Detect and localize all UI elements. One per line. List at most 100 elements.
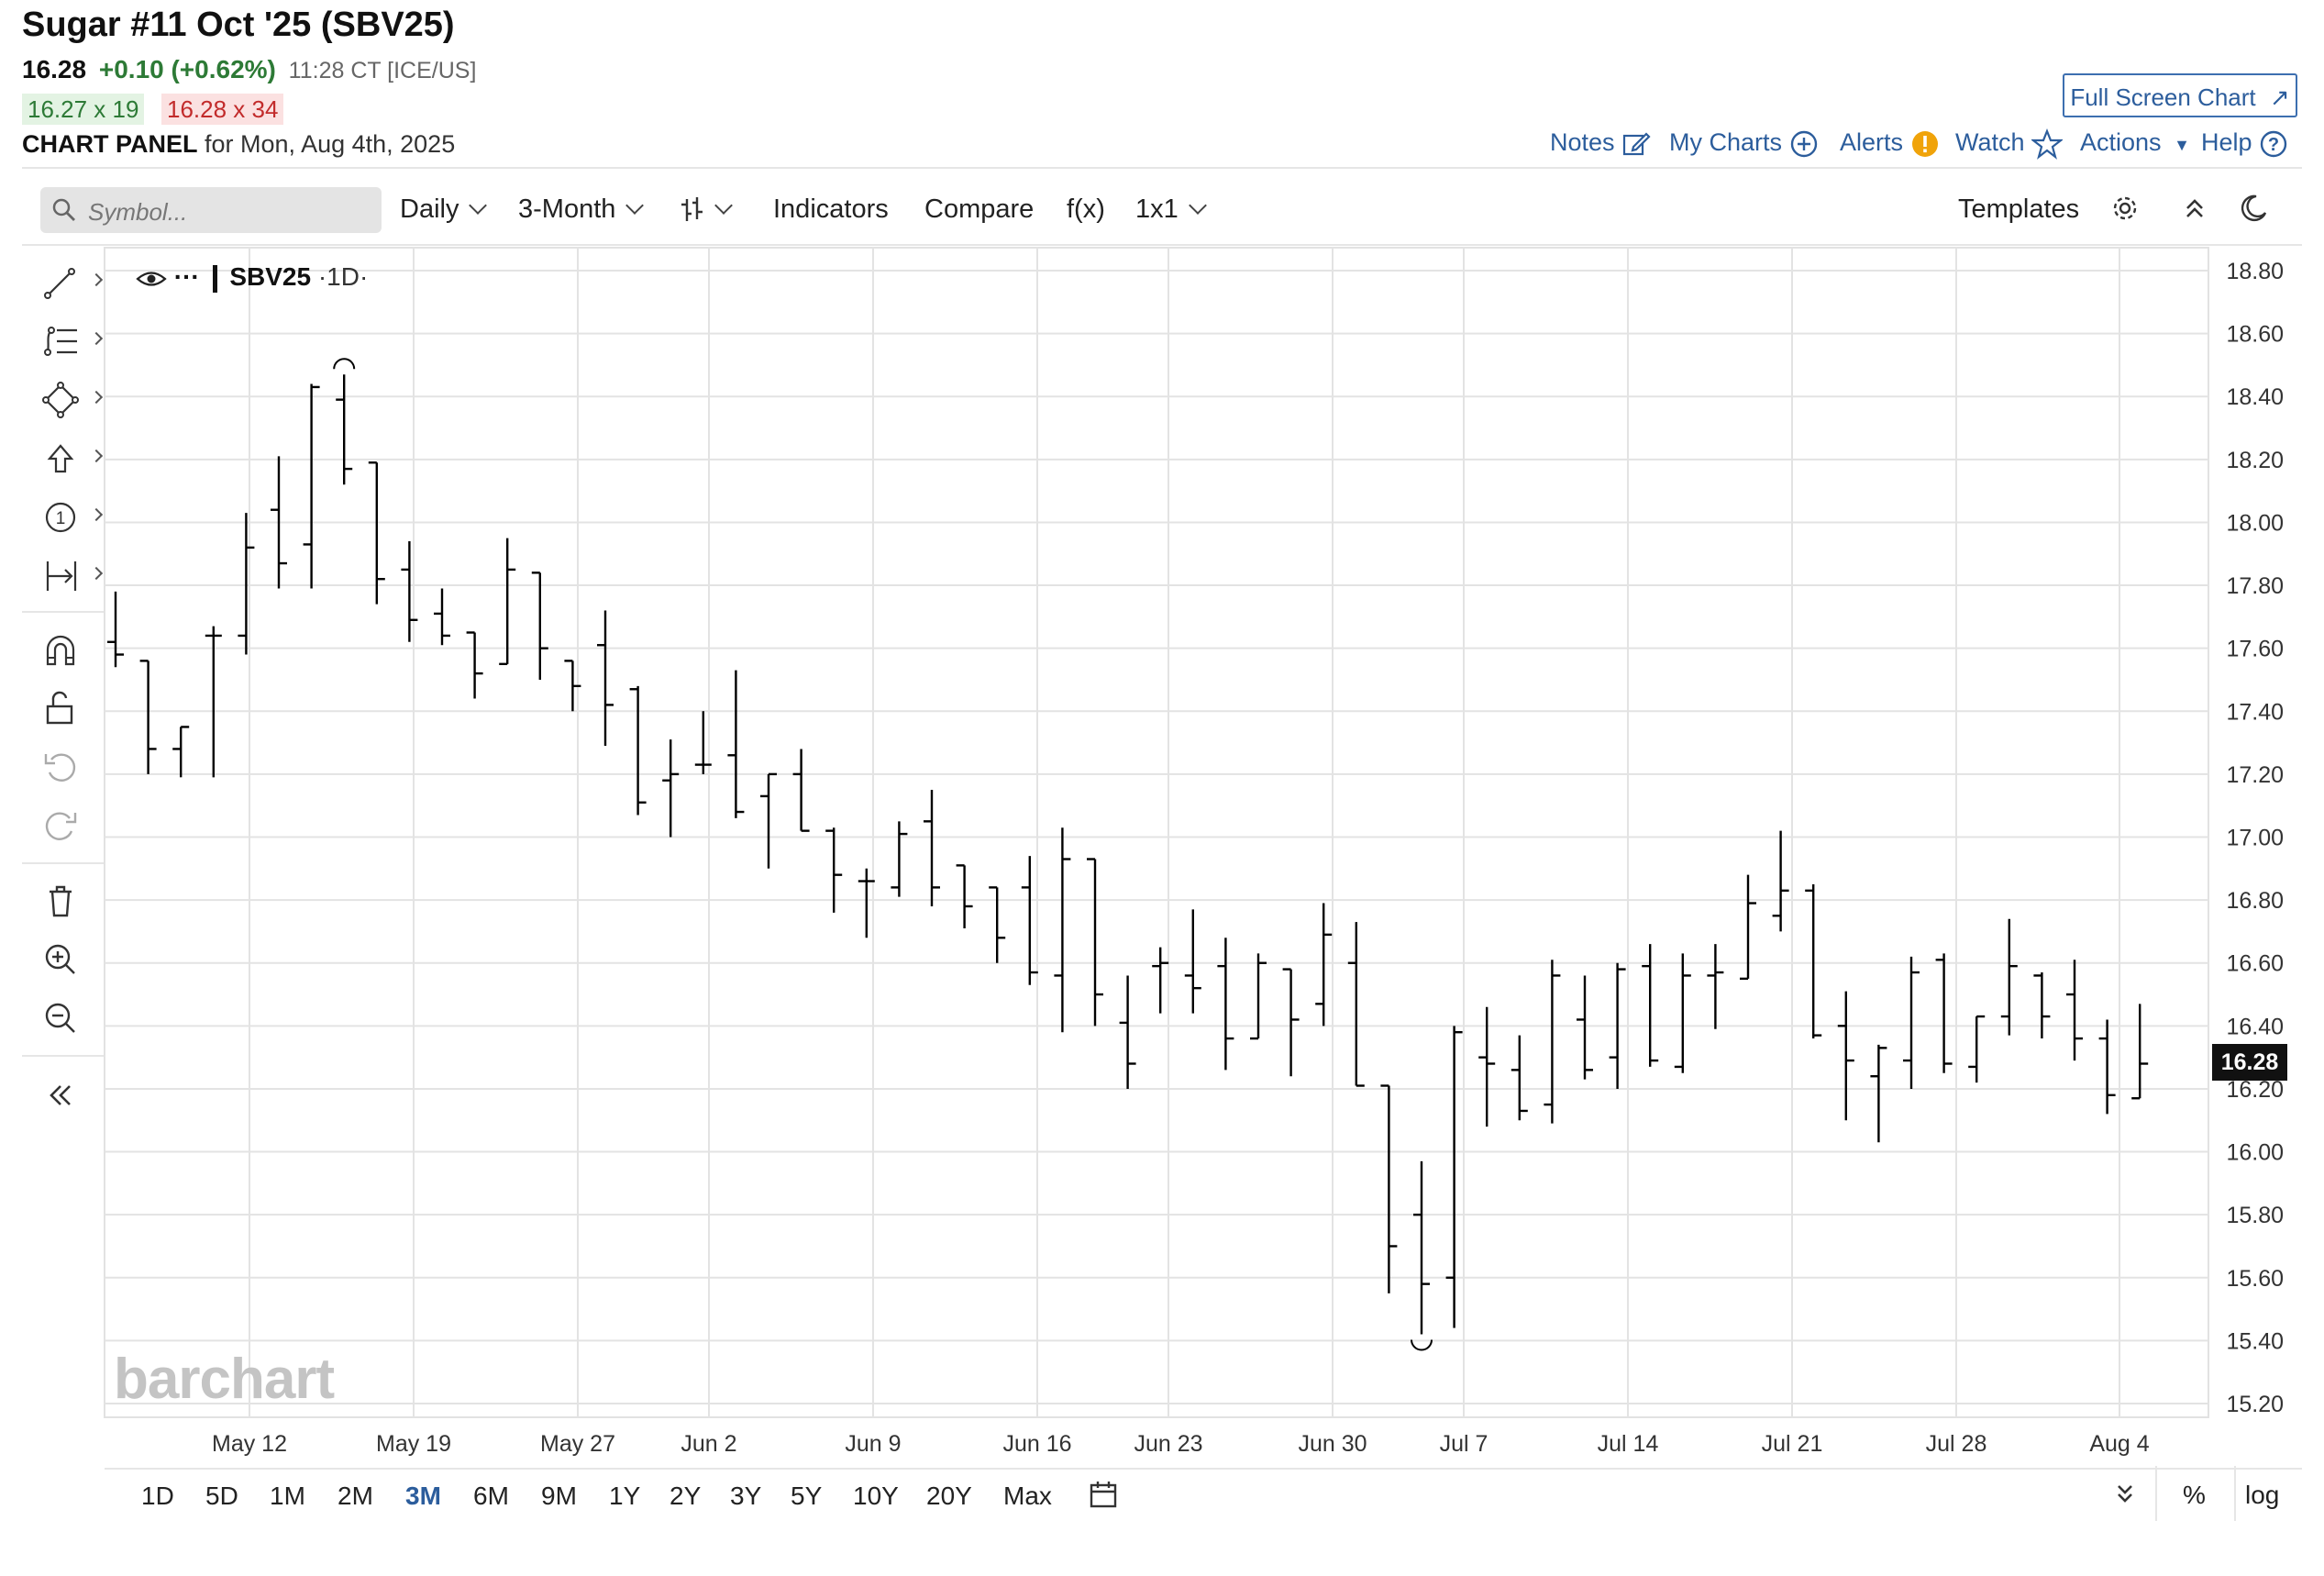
alerts-link[interactable]: Alerts xyxy=(1840,128,1940,159)
fib-tool-icon[interactable] xyxy=(40,321,104,361)
log-toggle[interactable]: log xyxy=(2245,1481,2280,1509)
number-marker-icon[interactable]: 1 xyxy=(40,497,104,538)
svg-text:?: ? xyxy=(2268,135,2279,155)
ohlc-bar xyxy=(891,821,908,897)
y-tick-label: 18.20 xyxy=(2226,448,2284,473)
period-button-9m[interactable]: 9M xyxy=(541,1482,577,1510)
period-button-2m[interactable]: 2M xyxy=(338,1482,373,1510)
scroll-down-icon[interactable] xyxy=(2111,1481,2139,1513)
trash-icon[interactable] xyxy=(40,881,86,921)
star-icon xyxy=(2030,128,2064,160)
y-tick-label: 17.40 xyxy=(2226,699,2284,725)
full-screen-chart-button[interactable]: Full Screen Chart ↗ xyxy=(2063,73,2297,117)
magnet-icon[interactable] xyxy=(40,629,86,670)
layout-dropdown[interactable]: 1x1 xyxy=(1135,194,1207,225)
range-dropdown[interactable]: 3-Month xyxy=(518,194,645,225)
period-button-3m[interactable]: 3M xyxy=(405,1482,441,1510)
period-button-1y[interactable]: 1Y xyxy=(609,1482,641,1510)
y-tick-label: 16.40 xyxy=(2226,1014,2284,1039)
interval-dropdown[interactable]: Daily xyxy=(400,194,488,225)
line-tool-icon[interactable] xyxy=(40,262,104,303)
indicators-button[interactable]: Indicators xyxy=(773,194,889,224)
compare-button[interactable]: Compare xyxy=(924,194,1035,224)
percent-toggle[interactable]: % xyxy=(2183,1481,2206,1509)
ohlc-bar xyxy=(1282,968,1300,1077)
y-tick-label: 16.00 xyxy=(2226,1140,2284,1166)
y-tick-label: 17.00 xyxy=(2226,826,2284,851)
x-tick-label: May 27 xyxy=(540,1431,615,1457)
symbol-search[interactable]: Symbol... xyxy=(40,187,382,233)
period-button-2y[interactable]: 2Y xyxy=(670,1482,702,1510)
ohlc-bar xyxy=(1870,1044,1887,1143)
chart-type-dropdown[interactable] xyxy=(679,194,733,225)
ohlc-bar xyxy=(2098,1019,2116,1115)
ohlc-bar xyxy=(1642,944,1659,1067)
ohlc-bar xyxy=(531,572,548,680)
watch-link[interactable]: Watch xyxy=(1955,128,2064,160)
barchart-logo: barchart xyxy=(114,1348,335,1411)
ohlc-bar xyxy=(1021,856,1038,985)
ohlc-bar xyxy=(1577,975,1593,1080)
search-icon xyxy=(52,198,75,221)
ohlc-bar xyxy=(1250,953,1267,1040)
eye-icon xyxy=(136,272,167,286)
quote-line: 16.28 +0.10 (+0.62%) 11:28 CT [ICE/US] xyxy=(22,55,476,84)
dark-mode-moon-icon[interactable] xyxy=(2238,193,2269,228)
alert-icon xyxy=(1911,130,1938,157)
x-tick-label: Jun 16 xyxy=(1002,1431,1071,1457)
ohlc-bar xyxy=(368,461,385,605)
collapse-up-icon[interactable] xyxy=(2181,194,2208,227)
settings-gear-icon[interactable] xyxy=(2109,193,2141,228)
help-link[interactable]: Help ? xyxy=(2201,128,2288,159)
fx-button[interactable]: f(x) xyxy=(1067,194,1105,224)
period-button-3y[interactable]: 3Y xyxy=(730,1482,762,1510)
ohlc-bar xyxy=(727,670,745,818)
period-button-5d[interactable]: 5D xyxy=(205,1482,238,1510)
full-screen-label: Full Screen Chart xyxy=(2070,83,2256,111)
bid-badge: 16.27 x 19 xyxy=(22,94,145,125)
period-button-max[interactable]: Max xyxy=(1003,1482,1052,1510)
shape-tool-icon[interactable] xyxy=(40,380,104,420)
ohlc-bar xyxy=(303,383,320,589)
period-button-5y[interactable]: 5Y xyxy=(791,1482,823,1510)
unlock-icon[interactable] xyxy=(40,688,86,728)
my-charts-link[interactable]: My Charts xyxy=(1669,128,1819,159)
current-price-tag: 16.28 xyxy=(2212,1044,2287,1081)
zoom-out-icon[interactable] xyxy=(40,998,86,1038)
ohlc-bar xyxy=(858,868,875,938)
zoom-in-icon[interactable] xyxy=(40,939,86,980)
period-button-6m[interactable]: 6M xyxy=(473,1482,509,1510)
ohlc-bar xyxy=(956,864,973,928)
x-tick-label: Jul 21 xyxy=(1762,1431,1823,1457)
ohlc-bar xyxy=(107,591,124,668)
ask-badge: 16.28 x 34 xyxy=(161,94,284,125)
ohlc-bar xyxy=(694,711,712,774)
redo-icon[interactable] xyxy=(40,805,86,846)
period-button-1d[interactable]: 1D xyxy=(141,1482,174,1510)
actions-menu[interactable]: Actions ▼ xyxy=(2080,128,2190,157)
ohlc-bar xyxy=(989,886,1006,963)
ohlc-bar xyxy=(172,726,190,778)
collapse-sidebar-icon[interactable] xyxy=(40,1075,86,1115)
x-tick-label: Jun 30 xyxy=(1298,1431,1367,1457)
ohlc-bar xyxy=(597,610,614,747)
period-button-20y[interactable]: 20Y xyxy=(926,1482,972,1510)
measure-tool-icon[interactable] xyxy=(40,556,104,596)
ohlc-bar xyxy=(139,660,157,774)
calendar-icon[interactable] xyxy=(1088,1479,1119,1515)
header-divider xyxy=(22,167,2302,169)
templates-button[interactable]: Templates xyxy=(1958,194,2080,224)
watch-label: Watch xyxy=(1955,128,2025,157)
notes-link[interactable]: Notes xyxy=(1550,128,1651,159)
plus-circle-icon xyxy=(1790,130,1817,158)
series-symbol: SBV25 xyxy=(229,262,312,291)
ohlc-bar xyxy=(792,749,810,832)
arrow-up-tool-icon[interactable] xyxy=(40,438,104,479)
period-button-1m[interactable]: 1M xyxy=(270,1482,305,1510)
undo-icon[interactable] xyxy=(40,747,86,787)
period-button-10y[interactable]: 10Y xyxy=(853,1482,899,1510)
ohlc-bar xyxy=(1511,1035,1528,1121)
range-label: 3-Month xyxy=(518,194,616,224)
y-tick-label: 15.60 xyxy=(2226,1266,2284,1292)
